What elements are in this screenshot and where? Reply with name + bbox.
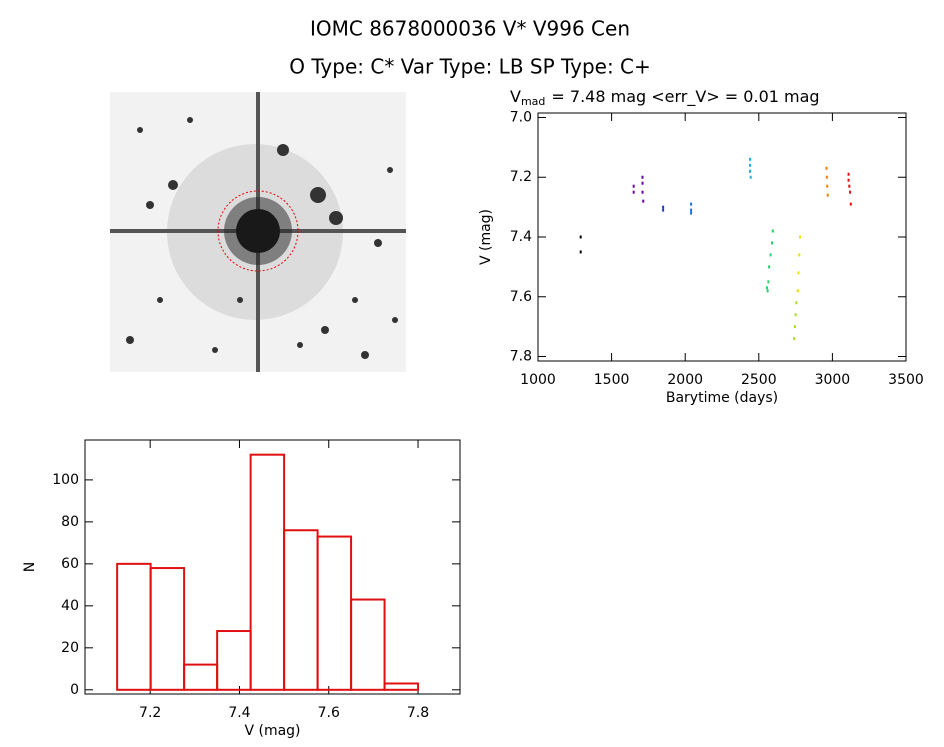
histogram-bar [316, 535, 353, 691]
data-point [847, 178, 850, 182]
y-tick-label: 40 [61, 598, 79, 614]
y-tick-label: 60 [61, 556, 79, 572]
subtitle: O Type: C* Var Type: LB SP Type: C+ [289, 55, 651, 79]
y-axis-label: V (mag) [478, 209, 494, 265]
data-point [748, 163, 751, 167]
histogram-bar [350, 598, 386, 691]
data-point [642, 199, 645, 203]
data-point [849, 190, 852, 194]
histogram-bar [383, 682, 420, 691]
x-axis-label: V (mag) [244, 723, 300, 739]
data-point [641, 190, 644, 194]
y-tick-label: 20 [61, 640, 79, 656]
data-point [768, 265, 771, 269]
data-point [798, 253, 801, 257]
y-tick-label: 7.0 [510, 109, 532, 125]
x-tick-label: 1500 [594, 372, 630, 388]
data-point [579, 235, 582, 239]
histogram-bar [116, 562, 152, 691]
y-tick-label: 7.6 [510, 289, 532, 305]
data-point [632, 190, 635, 194]
data-point [766, 289, 769, 293]
data-point [795, 301, 798, 305]
data-point [826, 193, 829, 197]
data-point [662, 208, 665, 212]
data-point [825, 175, 828, 179]
data-point [794, 313, 797, 317]
plot-title: Vmad = 7.48 mag <err_V> = 0.01 mag [510, 87, 820, 109]
data-point [793, 337, 796, 341]
plot-title-part: V [510, 87, 521, 106]
histogram-bar [149, 567, 186, 691]
title: IOMC 8678000036 V* V996 Cen [310, 17, 630, 41]
histogram-bar [183, 663, 219, 691]
plot-title-part: mad [521, 95, 545, 108]
data-point [641, 175, 644, 179]
plot-frame [84, 439, 461, 695]
histogram-bar [283, 529, 319, 691]
data-point [690, 211, 693, 215]
y-axis-label: N [22, 562, 38, 572]
data-point [826, 184, 829, 188]
histogram-bar [249, 453, 286, 691]
y-tick-label: 0 [70, 682, 79, 698]
data-point [797, 271, 800, 275]
data-point [632, 184, 635, 188]
data-point [825, 166, 828, 170]
data-point [799, 235, 802, 239]
data-point [771, 229, 774, 233]
y-tick-label: 80 [61, 514, 79, 530]
x-tick-label: 2500 [741, 372, 777, 388]
y-tick-label: 7.2 [510, 169, 532, 185]
data-point [748, 169, 751, 173]
y-tick-label: 7.8 [510, 349, 532, 365]
data-point [848, 184, 851, 188]
x-tick-label: 2000 [667, 372, 703, 388]
x-tick-label: 1000 [520, 372, 556, 388]
data-point [690, 202, 693, 206]
star-image [110, 92, 406, 372]
data-point [793, 325, 796, 329]
plot-frame [537, 112, 907, 362]
histogram-bar [216, 630, 252, 691]
plot-title-part: = 7.48 mag <err_V> = 0.01 mag [551, 87, 819, 107]
data-point [765, 286, 768, 290]
data-point [641, 181, 644, 185]
data-point [690, 208, 693, 212]
y-tick-label: 100 [52, 472, 79, 488]
data-point [579, 250, 582, 254]
data-point [769, 253, 772, 257]
x-tick-label: 3000 [815, 372, 851, 388]
data-point [767, 280, 770, 284]
x-tick-label: 7.6 [318, 705, 340, 721]
x-tick-label: 3500 [888, 372, 924, 388]
data-point [847, 172, 850, 176]
data-point [849, 202, 852, 206]
x-tick-label: 7.8 [407, 705, 429, 721]
x-axis-label: Barytime (days) [666, 390, 778, 406]
x-tick-label: 7.2 [139, 705, 161, 721]
data-point [796, 289, 799, 293]
x-tick-label: 7.4 [228, 705, 250, 721]
data-point [748, 157, 751, 161]
data-point [771, 241, 774, 245]
data-point [749, 175, 752, 179]
y-tick-label: 7.4 [510, 229, 532, 245]
data-point [662, 205, 665, 209]
